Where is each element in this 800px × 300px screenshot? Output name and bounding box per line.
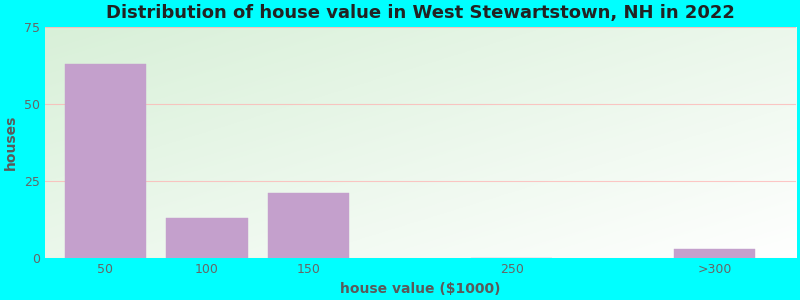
- Bar: [674, 249, 755, 258]
- Bar: [268, 194, 349, 258]
- Y-axis label: houses: houses: [4, 115, 18, 170]
- X-axis label: house value ($1000): house value ($1000): [340, 282, 501, 296]
- Bar: [166, 218, 248, 258]
- Bar: [65, 64, 146, 258]
- Title: Distribution of house value in West Stewartstown, NH in 2022: Distribution of house value in West Stew…: [106, 4, 734, 22]
